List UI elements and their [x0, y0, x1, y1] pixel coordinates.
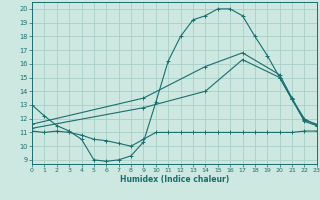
X-axis label: Humidex (Indice chaleur): Humidex (Indice chaleur) [120, 175, 229, 184]
